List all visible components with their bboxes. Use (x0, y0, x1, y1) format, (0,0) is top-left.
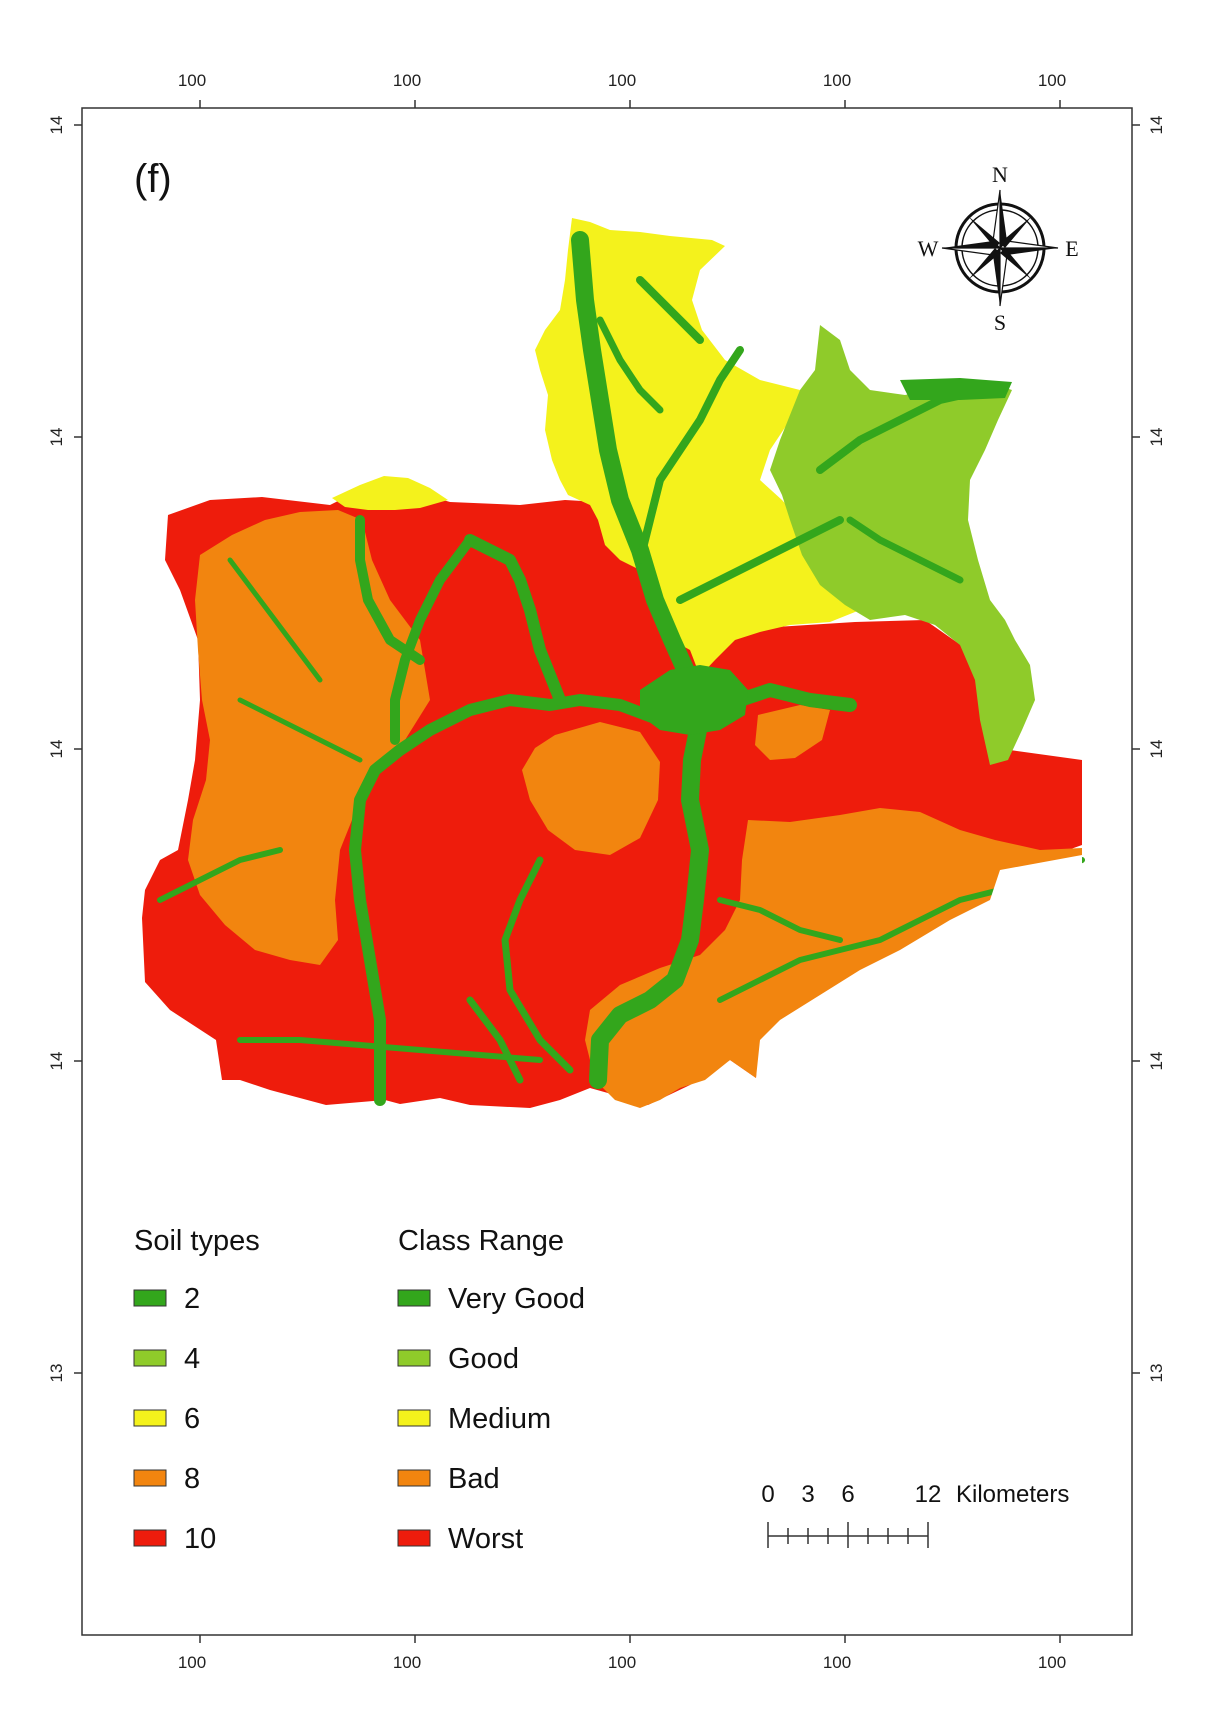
legend-soil-title: Soil types (134, 1225, 260, 1257)
bottom-tick-label: 100 (608, 1653, 636, 1672)
legend-soil-label: 4 (184, 1343, 200, 1375)
compass-n-label: N (992, 162, 1008, 187)
bottom-tick-label: 100 (823, 1653, 851, 1672)
scale-label: 12 (915, 1481, 942, 1508)
legend-swatch (397, 1289, 431, 1307)
compass-w-label: W (918, 236, 939, 261)
top-tick-label: 100 (823, 71, 851, 90)
legend-swatch (397, 1409, 431, 1427)
region-bad-small (755, 705, 830, 760)
legend-class-label: Very Good (448, 1283, 585, 1315)
scale-unit: Kilometers (956, 1481, 1069, 1508)
left-tick-label: 13 (47, 1364, 66, 1383)
map-frame (81, 107, 1133, 1636)
top-tick-label: 100 (393, 71, 421, 90)
region-medium (535, 218, 860, 676)
top-tick-label: 100 (1038, 71, 1066, 90)
legend-class-label: Good (448, 1343, 519, 1375)
region-no-data (990, 855, 1082, 915)
right-axis (1132, 124, 1140, 1374)
legend-swatch (133, 1409, 167, 1427)
north-arrow-icon (941, 189, 1059, 307)
scale-bar: 0 3 6 12 Kilometers (761, 1481, 1069, 1548)
top-tick-label: 100 (608, 71, 636, 90)
legend: Soil types Class Range 2 Very Good 4 Goo… (133, 1225, 585, 1555)
right-tick-label: 14 (1147, 116, 1166, 135)
legend-class-label: Bad (448, 1463, 500, 1495)
legend-swatch (397, 1349, 431, 1367)
legend-swatch (397, 1529, 431, 1547)
map-regions (142, 218, 1085, 1108)
right-tick-label: 14 (1147, 428, 1166, 447)
left-tick-label: 14 (47, 740, 66, 759)
right-tick-label: 13 (1147, 1364, 1166, 1383)
region-medium-small (332, 476, 448, 510)
left-tick-label: 14 (47, 428, 66, 447)
compass-e-label: E (1065, 236, 1078, 261)
right-tick-label: 14 (1147, 1052, 1166, 1071)
region-good (770, 325, 1035, 765)
right-tick-label: 14 (1147, 740, 1166, 759)
legend-soil-label: 6 (184, 1403, 200, 1435)
legend-soil-label: 8 (184, 1463, 200, 1495)
region-bad-central (522, 722, 660, 855)
scale-label: 3 (801, 1481, 814, 1508)
legend-class-label: Medium (448, 1403, 551, 1435)
legend-swatch (397, 1469, 431, 1487)
legend-swatch (133, 1529, 167, 1547)
bottom-tick-label: 100 (393, 1653, 421, 1672)
legend-class-title: Class Range (398, 1225, 564, 1257)
left-tick-label: 14 (47, 116, 66, 135)
panel-label: (f) (134, 157, 172, 201)
region-bad-east (585, 808, 1082, 1108)
bottom-axis (199, 1635, 1061, 1643)
legend-soil-label: 10 (184, 1523, 216, 1555)
legend-soil-label: 2 (184, 1283, 200, 1315)
legend-swatch (133, 1349, 167, 1367)
top-tick-label: 100 (178, 71, 206, 90)
scale-label: 6 (841, 1481, 854, 1508)
bottom-tick-label: 100 (1038, 1653, 1066, 1672)
compass-s-label: S (994, 310, 1006, 335)
region-very-good-edge (900, 378, 1012, 400)
left-tick-label: 14 (47, 1052, 66, 1071)
legend-swatch (133, 1469, 167, 1487)
region-bad-west (188, 510, 430, 965)
scale-label: 0 (761, 1481, 774, 1508)
left-axis (74, 124, 82, 1374)
region-very-good-lake (640, 665, 748, 735)
legend-swatch (133, 1289, 167, 1307)
legend-class-label: Worst (448, 1523, 523, 1555)
bottom-tick-label: 100 (178, 1653, 206, 1672)
top-axis (199, 100, 1061, 108)
